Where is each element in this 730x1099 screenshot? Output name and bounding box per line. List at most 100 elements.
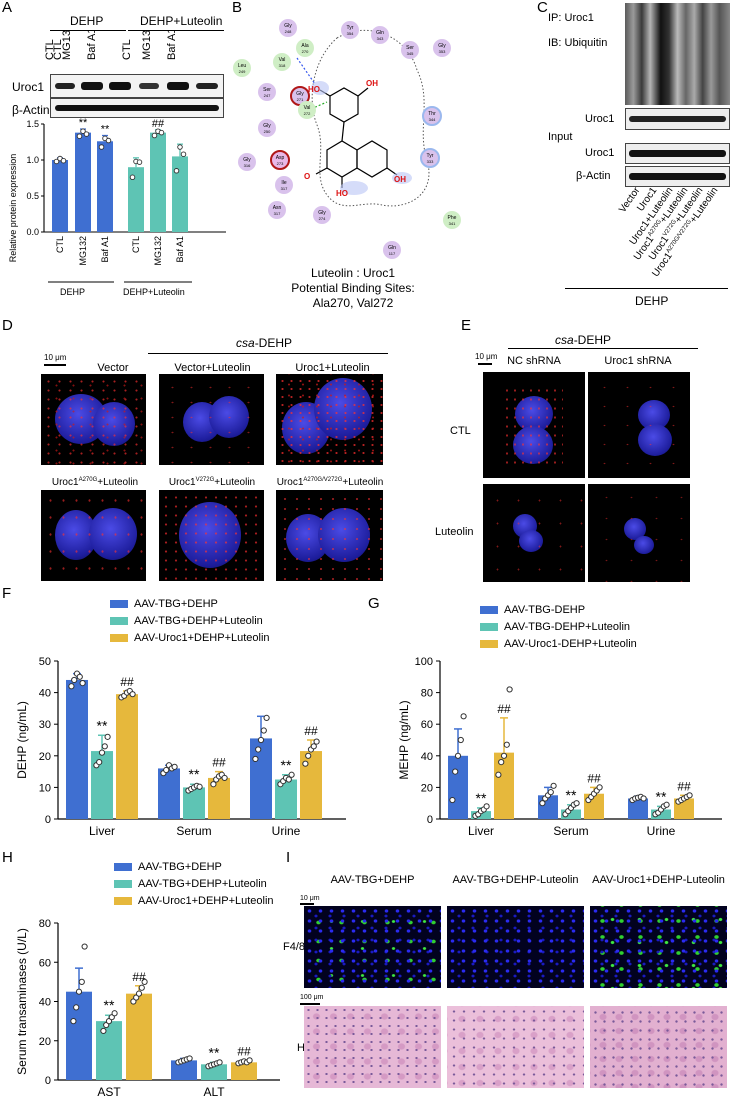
y-tick-label: 40 bbox=[421, 751, 433, 763]
x-tick-label: CTL bbox=[131, 236, 141, 253]
panel-d-label: Uroc1A270G/V272G+Luteolin bbox=[277, 477, 384, 488]
bar bbox=[448, 755, 468, 819]
y-axis-label: MEHP (ng/mL) bbox=[397, 700, 411, 779]
residue-name: Gln bbox=[388, 245, 396, 251]
residue-node bbox=[420, 148, 440, 168]
residue-number: 317 bbox=[281, 186, 288, 191]
data-point bbox=[263, 714, 270, 721]
bar bbox=[52, 160, 68, 232]
group-label-dehp: DEHP bbox=[70, 14, 104, 28]
significance-mark: ## bbox=[587, 771, 601, 785]
data-point bbox=[216, 1059, 223, 1066]
x-tick-label: Baf A1 bbox=[100, 236, 110, 263]
data-point bbox=[141, 978, 148, 985]
y-tick-label: 100 bbox=[415, 656, 433, 668]
legend-label: AAV-TBG+DEHP bbox=[134, 598, 218, 610]
data-point bbox=[573, 800, 580, 807]
y-axis-label: Serum transaminases (U/L) bbox=[15, 928, 29, 1075]
residue-number: 272 bbox=[304, 111, 311, 116]
residue-node bbox=[341, 21, 359, 39]
data-point bbox=[260, 727, 267, 734]
data-point bbox=[221, 774, 228, 782]
legend-swatch bbox=[114, 863, 132, 871]
residue-node bbox=[279, 19, 297, 37]
significance-mark: ## bbox=[120, 675, 134, 689]
residue-number: 316 bbox=[244, 163, 251, 168]
lane-label: MG132 bbox=[61, 30, 73, 60]
data-point bbox=[246, 1057, 253, 1064]
scale-bar bbox=[300, 1003, 320, 1005]
row-label-luteolin: Luteolin bbox=[435, 526, 474, 538]
data-point bbox=[78, 978, 85, 985]
legend-swatch bbox=[114, 880, 132, 888]
data-point bbox=[257, 736, 265, 744]
significance-mark: ## bbox=[212, 756, 226, 770]
panel-label-c: C bbox=[537, 0, 548, 16]
residue-number: 354 bbox=[347, 31, 354, 36]
legend-label: AAV-Uroc1-DEHP+Luteolin bbox=[504, 638, 637, 650]
he-image bbox=[304, 1006, 441, 1088]
residue-node bbox=[371, 26, 389, 44]
input-label: Input bbox=[548, 131, 573, 143]
y-tick-label: 60 bbox=[39, 957, 51, 969]
data-point bbox=[313, 738, 320, 745]
x-tick-label: Urine bbox=[272, 824, 301, 838]
group-line bbox=[565, 288, 728, 289]
docking-diagram: O HO OH HO OH H Gly248Val318Leu249Ser247… bbox=[233, 19, 461, 259]
significance-mark: ** bbox=[97, 717, 108, 733]
panel-label-a: A bbox=[2, 0, 13, 16]
chart-a: 0.0 0.5 1.0 1.5 Relative protein expression C… bbox=[8, 118, 226, 297]
data-point bbox=[452, 768, 459, 775]
data-point bbox=[53, 158, 60, 165]
x-tick-label: Liver bbox=[468, 824, 494, 838]
data-point bbox=[500, 752, 508, 759]
significance-mark: ** bbox=[101, 124, 110, 136]
panel-d-label: Uroc1A270G+Luteolin bbox=[52, 477, 138, 488]
lane-label: MG132 bbox=[141, 30, 153, 60]
residue-node bbox=[275, 176, 293, 194]
residue-number: 353 bbox=[439, 49, 446, 54]
panel-label-b: B bbox=[232, 0, 243, 16]
significance-mark: ** bbox=[189, 766, 200, 782]
confocal-image bbox=[41, 490, 146, 581]
panel-a-blots: CTL MG132 Baf A1 CTL MG132 Baf A1 bbox=[44, 30, 178, 60]
confocal-image bbox=[588, 484, 690, 582]
ip-label: IP: Uroc1 bbox=[548, 12, 594, 24]
residue-number: 318 bbox=[279, 63, 286, 68]
y-tick-label: 0.5 bbox=[26, 191, 39, 201]
group-label-dehp-luteolin: DEHP+Luteolin bbox=[140, 14, 223, 28]
data-point bbox=[98, 749, 106, 756]
blot-label-actin: β-Actin bbox=[576, 170, 611, 182]
residue-node bbox=[298, 101, 316, 119]
data-point bbox=[310, 743, 317, 750]
scale-bar bbox=[300, 903, 314, 905]
data-point bbox=[163, 766, 170, 774]
data-point bbox=[177, 144, 183, 150]
bar bbox=[158, 768, 180, 819]
blot-input-actin bbox=[625, 166, 730, 187]
data-point bbox=[76, 673, 83, 680]
residue-name: Ser bbox=[406, 45, 414, 51]
bar bbox=[183, 787, 205, 819]
scale-bar bbox=[478, 363, 492, 365]
y-tick-label: 20 bbox=[39, 751, 51, 763]
data-point bbox=[105, 137, 112, 144]
y-tick-label: 0 bbox=[45, 1075, 51, 1087]
atom-oh: OH bbox=[366, 79, 378, 88]
residue-name: Tyr bbox=[427, 153, 434, 159]
legend-label: AAV-TBG-DEHP bbox=[504, 604, 585, 616]
lane-labels-c: VectorUroc1Uroc1+LuteolinUroc1A270G+Lute… bbox=[617, 186, 720, 279]
panel-label-i: I bbox=[286, 849, 291, 866]
significance-mark: ** bbox=[656, 788, 667, 804]
data-point bbox=[81, 943, 88, 950]
residue-name: Ala bbox=[301, 43, 308, 49]
data-point bbox=[70, 1018, 77, 1025]
bar bbox=[172, 156, 188, 232]
group-label: DEHP+Luteolin bbox=[123, 287, 185, 297]
data-point bbox=[285, 776, 292, 783]
data-point bbox=[186, 1055, 193, 1062]
residue-node bbox=[296, 39, 314, 57]
significance-mark: ** bbox=[476, 790, 487, 806]
legend-swatch bbox=[480, 606, 498, 614]
significance-mark: ## bbox=[132, 970, 146, 984]
